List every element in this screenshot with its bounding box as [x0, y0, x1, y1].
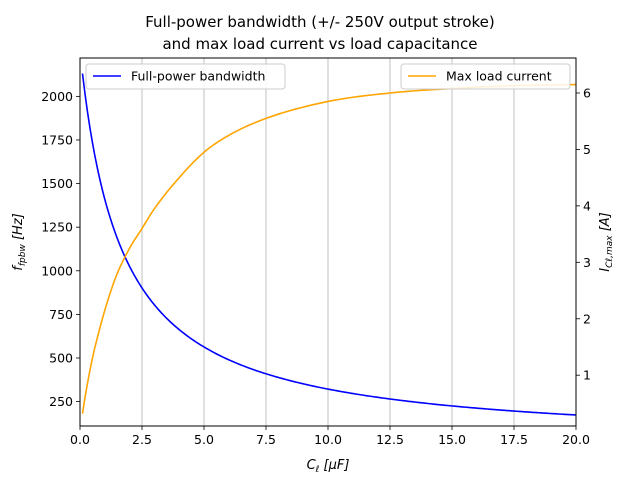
x-tick-label: 0.0: [70, 432, 90, 447]
x-tick-label: 5.0: [194, 432, 214, 447]
chart-title: Full-power bandwidth (+/- 250V output st…: [145, 13, 495, 53]
grid: [141, 58, 515, 426]
x-tick-label: 10.0: [314, 432, 342, 447]
y-right-tick-label: 1: [583, 368, 591, 383]
y-axis-left: 250 500 750 1000 1250 1500 1750 2000: [41, 89, 80, 409]
y-right-tick-label: 4: [583, 198, 591, 213]
x-tick-label: 20.0: [562, 432, 590, 447]
y-left-tick-label: 750: [49, 307, 73, 322]
y-left-tick-label: 2000: [41, 89, 73, 104]
series-layer: [81, 73, 577, 416]
y-left-tick-label: 1000: [41, 263, 73, 278]
y-right-tick-label: 3: [583, 255, 591, 270]
chart-title-line1: Full-power bandwidth (+/- 250V output st…: [145, 13, 495, 31]
y-left-tick-label: 1500: [41, 176, 73, 191]
legend-left-box: [85, 63, 286, 90]
x-tick-label: 7.5: [256, 432, 276, 447]
x-axis: 0.0 2.5 5.0 7.5 10.0 12.5 15.0 17.5 20.0: [70, 426, 590, 447]
series-line-1: [81, 83, 577, 414]
y-left-tick-label: 1250: [41, 220, 73, 235]
legend-left: Full-power bandwidth: [85, 63, 286, 90]
x-axis-label: Cℓ [μF]: [307, 458, 350, 475]
y-left-tick-label: 250: [49, 394, 73, 409]
legend-right: Max load current: [400, 63, 571, 90]
legend-label-load-current: Max load current: [446, 69, 552, 84]
chart-title-line2: and max load current vs load capacitance: [162, 35, 477, 53]
y-left-tick-label: 1750: [41, 132, 73, 147]
series-line-0: [81, 73, 577, 416]
x-tick-label: 12.5: [376, 432, 404, 447]
y-left-tick-label: 500: [49, 350, 73, 365]
y-right-tick-label: 6: [583, 85, 591, 100]
legend-right-box: [400, 63, 571, 90]
x-tick-label: 15.0: [438, 432, 466, 447]
y-axis-left-label: ffpbw [Hz]: [11, 213, 28, 270]
y-axis-right: 1 2 3 4 5 6: [576, 85, 591, 383]
y-axis-right-label: ICℓ,max [A]: [598, 212, 615, 272]
x-tick-label: 2.5: [132, 432, 152, 447]
y-right-tick-label: 2: [583, 311, 591, 326]
x-tick-label: 17.5: [500, 432, 528, 447]
legend-label-bandwidth: Full-power bandwidth: [131, 69, 265, 84]
y-right-tick-label: 5: [583, 142, 591, 157]
